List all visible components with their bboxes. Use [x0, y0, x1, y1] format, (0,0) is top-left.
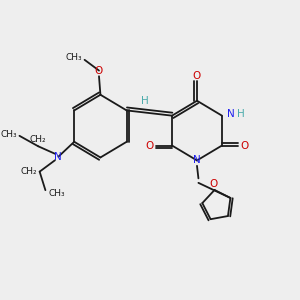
Text: N: N: [227, 109, 235, 119]
Text: CH₃: CH₃: [0, 130, 17, 139]
Text: O: O: [94, 66, 102, 76]
Text: CH₃: CH₃: [65, 53, 82, 62]
Text: CH₃: CH₃: [48, 189, 65, 198]
Text: CH₂: CH₂: [20, 167, 37, 176]
Text: H: H: [141, 95, 149, 106]
Text: N: N: [54, 152, 62, 162]
Text: CH₂: CH₂: [30, 135, 46, 144]
Text: N: N: [193, 155, 201, 166]
Text: O: O: [146, 140, 154, 151]
Text: H: H: [237, 109, 244, 119]
Text: O: O: [193, 71, 201, 81]
Text: O: O: [210, 179, 218, 189]
Text: O: O: [240, 140, 248, 151]
